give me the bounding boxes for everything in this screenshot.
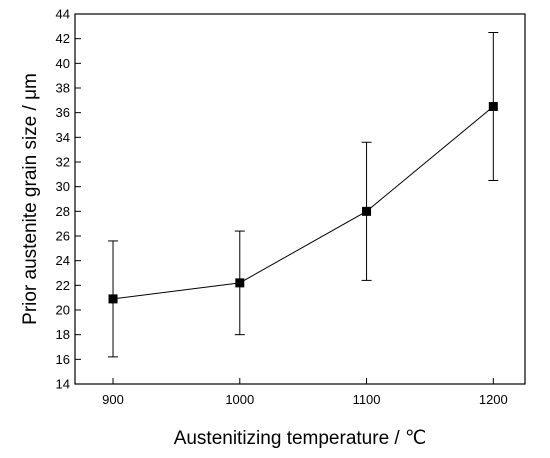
series-line [112,106,494,300]
data-point [108,294,118,304]
plot-frame [74,13,526,385]
y-tick-label: 42 [56,31,70,46]
y-tick-label: 24 [56,253,70,268]
y-tick-label: 38 [56,81,70,96]
y-tick-label: 26 [56,229,70,244]
y-tick-label: 28 [56,204,70,219]
y-tick-label: 18 [56,327,70,342]
data-point [488,102,498,111]
y-tick-label: 40 [56,56,70,71]
x-tick-label: 900 [102,392,124,407]
marker-group [108,102,498,304]
y-tick-label: 36 [56,105,70,120]
x-axis-title: Austenitizing temperature / ℃ [174,428,427,449]
x-tick-label: 1000 [225,392,254,407]
y-tick-label: 32 [56,155,70,170]
tick-group: 14 16 18 20 22 24 26 28 30 32 34 36 38 40 42 44 900 1000 1… [56,7,508,408]
y-tick-label: 44 [56,7,70,22]
x-tick-label: 1200 [479,392,508,407]
y-tick-label: 16 [56,352,70,367]
y-tick-label: 30 [56,179,70,194]
y-tick-label: 22 [56,278,70,293]
y-tick-label: 14 [56,377,70,392]
x-tick-label: 1100 [353,392,381,407]
y-tick-label: 34 [56,130,70,145]
y-tick-label: 20 [56,303,70,318]
error-bar-group [108,32,499,358]
data-point [235,278,245,288]
y-axis-title: Prior austenite grain size / μm [20,73,41,325]
data-point [362,206,372,216]
